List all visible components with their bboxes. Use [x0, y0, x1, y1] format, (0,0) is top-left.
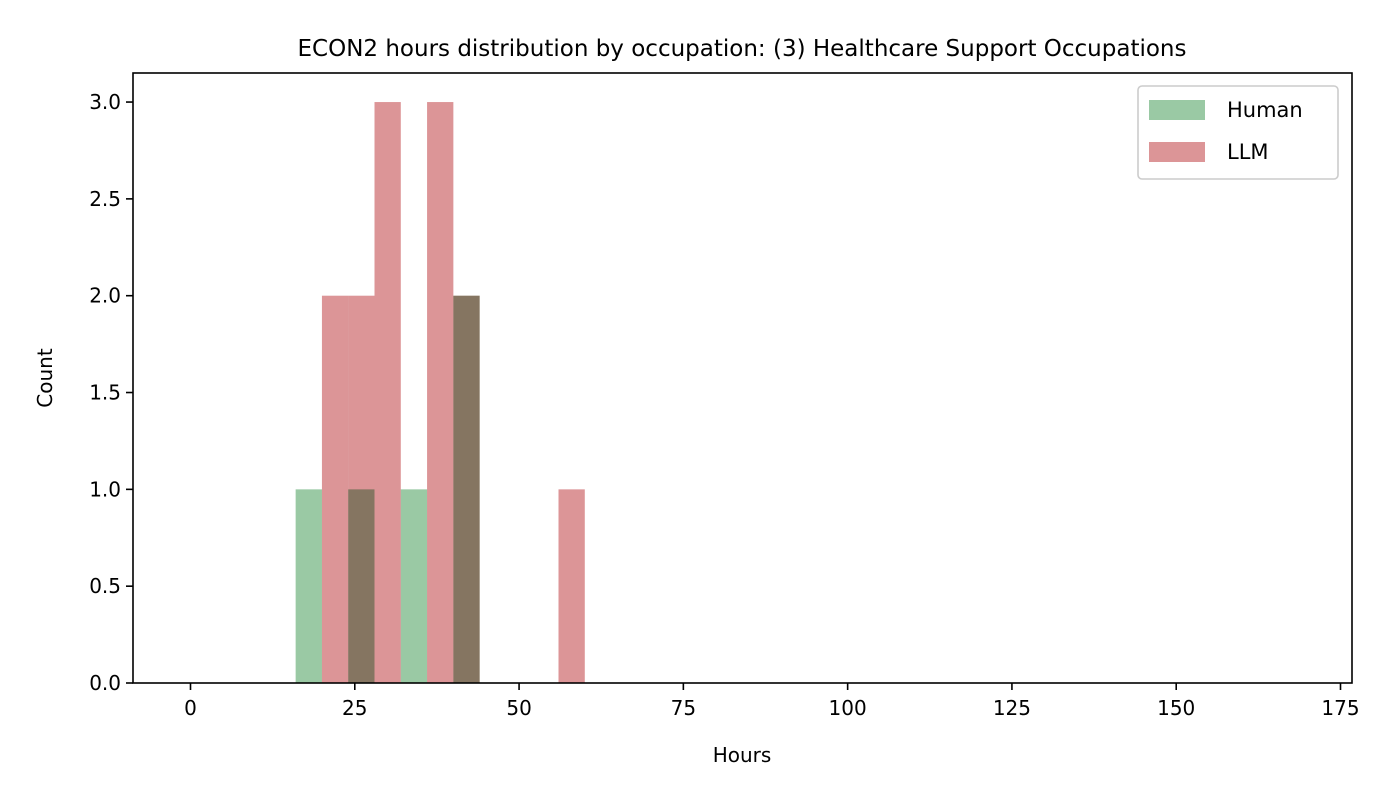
x-tick-label: 175 — [1321, 696, 1359, 720]
bar-llm — [374, 102, 401, 684]
y-tick-label: 2.0 — [89, 284, 121, 308]
y-tick-label: 1.0 — [89, 477, 121, 501]
y-tick-label: 2.5 — [89, 187, 121, 211]
legend-label-llm: LLM — [1227, 140, 1269, 164]
y-axis: 0.0 0.5 1.0 1.5 2.0 2.5 3.0 — [89, 90, 133, 695]
y-tick-label: 0.0 — [89, 671, 121, 695]
bar-human — [295, 489, 322, 683]
y-axis-label: Count — [33, 348, 57, 408]
bars-layer — [295, 102, 585, 684]
series-llm — [321, 102, 585, 684]
legend-swatch-llm — [1149, 142, 1205, 162]
bar-llm — [427, 102, 454, 684]
x-axis: 0 25 50 75 100 125 150 175 — [184, 683, 1360, 720]
x-tick-label: 0 — [184, 696, 197, 720]
legend-label-human: Human — [1227, 98, 1303, 122]
bar-llm — [453, 295, 480, 683]
x-tick-label: 100 — [829, 696, 867, 720]
y-tick-label: 1.5 — [89, 381, 121, 405]
x-axis-label: Hours — [713, 743, 772, 767]
x-tick-label: 150 — [1157, 696, 1195, 720]
x-tick-label: 125 — [993, 696, 1031, 720]
legend-swatch-human — [1149, 100, 1205, 120]
y-tick-label: 3.0 — [89, 90, 121, 114]
plot-frame — [132, 72, 1353, 684]
bar-human — [400, 489, 428, 683]
x-tick-label: 50 — [506, 696, 531, 720]
x-tick-label: 25 — [342, 696, 367, 720]
legend: Human LLM — [1137, 85, 1339, 180]
bar-llm — [558, 489, 585, 683]
bar-llm — [348, 295, 375, 683]
y-tick-label: 0.5 — [89, 574, 121, 598]
chart-title: ECON2 hours distribution by occupation: … — [298, 36, 1187, 62]
bar-llm — [321, 295, 349, 683]
x-tick-label: 75 — [671, 696, 696, 720]
